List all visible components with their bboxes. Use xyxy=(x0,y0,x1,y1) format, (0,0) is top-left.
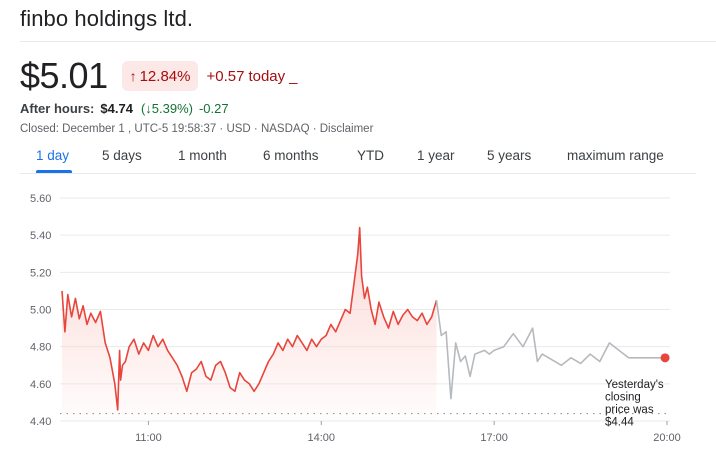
quote-summary: $5.01 ↑ 12.84% +0.57 today _ xyxy=(20,55,297,96)
x-tick-label: 20:00 xyxy=(653,432,681,444)
after-hours-row: After hours: $4.74 (↓5.39%) -0.27 xyxy=(20,101,229,116)
tab-5-days[interactable]: 5 days xyxy=(102,148,142,163)
y-tick-label: 4.60 xyxy=(30,379,51,391)
tab-1-month[interactable]: 1 month xyxy=(178,148,227,163)
after-hours-absolute-change: -0.27 xyxy=(198,101,229,116)
percent-change-badge: ↑ 12.84% xyxy=(121,61,199,91)
up-arrow-icon: ↑ xyxy=(129,68,137,84)
tabs-divider xyxy=(20,173,696,174)
x-tick-label: 14:00 xyxy=(308,432,336,444)
previous-close-note: price was xyxy=(605,404,654,416)
active-tab-indicator xyxy=(36,170,72,173)
absolute-change: +0.57 today _ xyxy=(206,68,297,85)
x-tick-label: 11:00 xyxy=(135,432,162,444)
last-price-dot xyxy=(660,353,670,363)
current-price: $5.01 xyxy=(20,55,108,96)
y-tick-label: 5.20 xyxy=(30,267,51,279)
after-hours-price: $4.74 xyxy=(100,101,133,116)
percent-change-value: 12.84% xyxy=(139,67,191,85)
y-tick-label: 5.40 xyxy=(30,230,51,242)
change-tail: _ xyxy=(289,67,298,85)
company-name: finbo holdings ltd. xyxy=(20,6,194,31)
change-period: today xyxy=(248,67,286,85)
after-hours-label: After hours: xyxy=(20,101,95,116)
regular-session-area xyxy=(62,227,437,421)
tab-1-day[interactable]: 1 day xyxy=(36,148,70,163)
tab-5-years[interactable]: 5 years xyxy=(487,148,532,163)
x-tick-label: 17:00 xyxy=(480,432,508,444)
previous-close-note: closing xyxy=(605,392,641,404)
tab-ytd[interactable]: YTD xyxy=(357,148,384,163)
tab-6-months[interactable]: 6 months xyxy=(263,148,319,163)
market-status-line: Closed: December 1 , UTC-5 19:58:37 · US… xyxy=(20,123,374,135)
previous-close-note: $4.44 xyxy=(605,417,634,429)
range-tabs: 1 day 5 days 1 month 6 months YTD 1 year… xyxy=(20,148,696,174)
tab-maximum-range[interactable]: maximum range xyxy=(567,148,664,163)
y-tick-label: 5.60 xyxy=(30,193,51,205)
regular-session-line xyxy=(61,226,438,411)
header-divider xyxy=(20,41,716,42)
after-hours-percent-change: (↓5.39%) xyxy=(140,101,193,116)
y-tick-label: 5.00 xyxy=(30,305,51,317)
tab-1-year[interactable]: 1 year xyxy=(417,148,455,163)
previous-close-note: Yesterday's xyxy=(605,379,664,391)
after-hours-line xyxy=(435,300,666,400)
absolute-change-value: +0.57 xyxy=(206,67,245,85)
y-tick-label: 4.80 xyxy=(30,342,51,354)
y-tick-label: 4.40 xyxy=(30,416,51,428)
